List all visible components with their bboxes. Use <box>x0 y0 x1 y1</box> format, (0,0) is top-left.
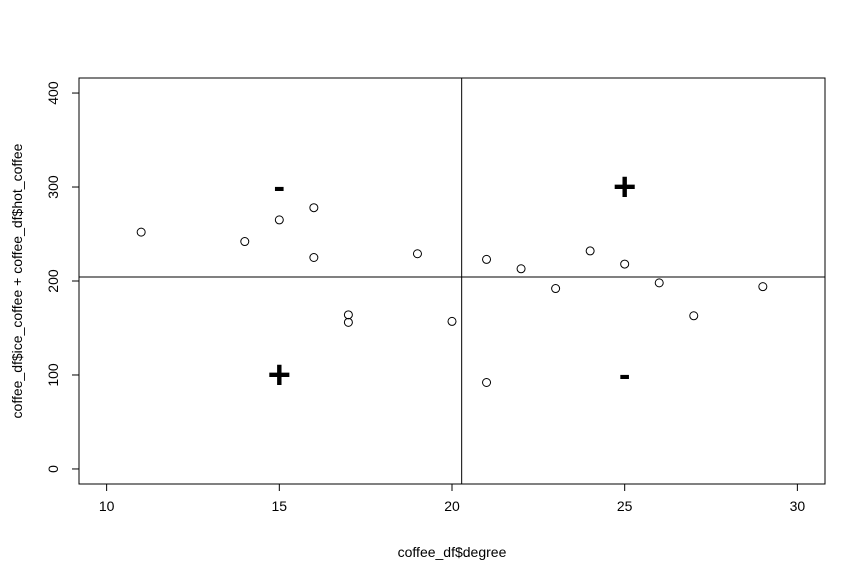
quadrant-plus-sign: + <box>268 353 291 397</box>
data-point <box>482 254 492 264</box>
quadrant-minus-sign: - <box>619 356 630 394</box>
y-tick-label: 0 <box>45 465 61 473</box>
data-point <box>309 253 319 263</box>
data-point <box>551 284 561 294</box>
x-axis-title: coffee_df$degree <box>398 544 507 560</box>
y-axis-title: coffee_df$ice_coffee + coffee_df$hot_cof… <box>9 143 25 418</box>
data-point <box>585 246 595 256</box>
data-point <box>412 249 422 259</box>
data-point <box>689 311 699 321</box>
data-point <box>758 282 768 292</box>
data-point <box>343 310 353 320</box>
x-tick-label: 15 <box>272 498 288 514</box>
data-point <box>447 316 457 326</box>
data-point <box>309 203 319 213</box>
x-tick-label: 25 <box>617 498 633 514</box>
y-tick-label: 300 <box>45 175 61 199</box>
y-tick-label: 100 <box>45 363 61 387</box>
plot-frame <box>78 77 826 485</box>
data-point <box>516 264 526 274</box>
data-point <box>620 259 630 269</box>
data-point <box>654 278 664 288</box>
x-tick-label: 30 <box>790 498 806 514</box>
data-point <box>274 215 284 225</box>
quadrant-minus-sign: - <box>274 168 285 206</box>
data-point <box>136 227 146 237</box>
x-tick-label: 10 <box>99 498 115 514</box>
data-point <box>482 378 492 387</box>
quadrant-plus-sign: + <box>613 165 636 209</box>
y-tick-label: 200 <box>45 269 61 293</box>
data-point <box>240 237 250 247</box>
data-point <box>343 317 353 327</box>
x-tick-label: 20 <box>444 498 460 514</box>
y-tick-label: 400 <box>45 81 61 105</box>
